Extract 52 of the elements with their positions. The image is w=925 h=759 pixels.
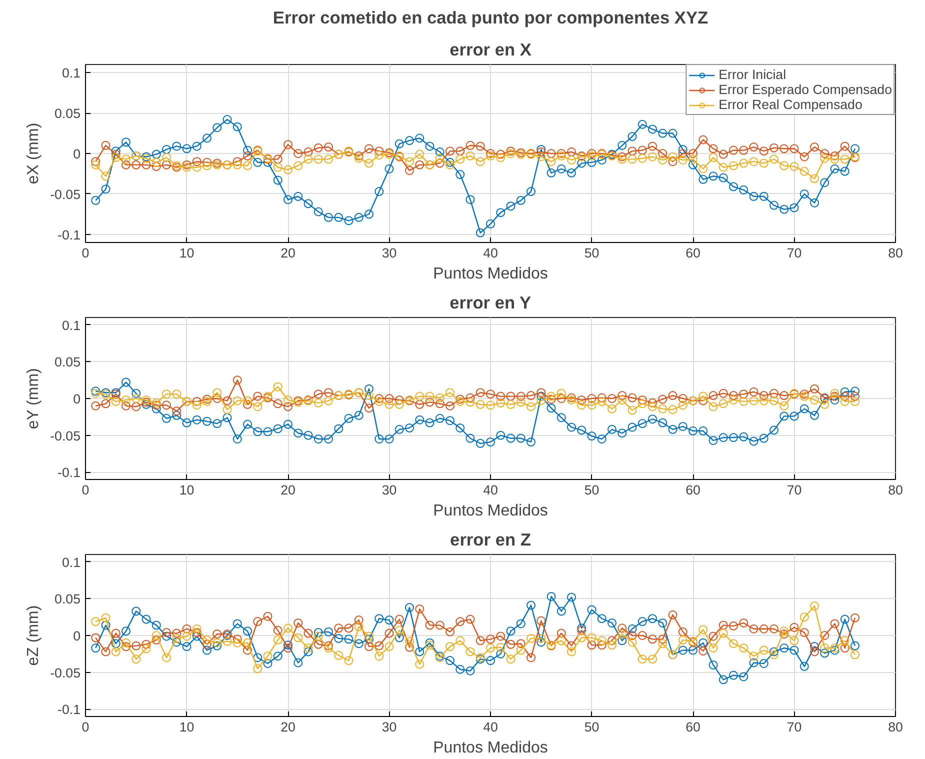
x-tick-label: 10 bbox=[179, 720, 194, 734]
x-axis-title: Puntos Medidos bbox=[433, 740, 548, 756]
y-tick-label: 0.1 bbox=[62, 318, 81, 333]
x-tick-label: 20 bbox=[280, 246, 296, 260]
x-tick-label: 30 bbox=[382, 482, 397, 498]
y-axis-title: eX (mm) bbox=[25, 122, 42, 184]
x-tick-label: 20 bbox=[280, 720, 296, 734]
x-tick-label: 50 bbox=[584, 482, 600, 498]
x-tick-label: 30 bbox=[382, 246, 397, 260]
x-axis-title: Puntos Medidos bbox=[433, 502, 548, 520]
y-tick-label: -0.1 bbox=[58, 702, 80, 718]
legend-label: Error Inicial bbox=[718, 67, 786, 82]
x-tick-label: 70 bbox=[786, 246, 802, 260]
x-tick-label: 70 bbox=[786, 720, 802, 734]
x-tick-label: 20 bbox=[280, 482, 296, 498]
x-tick-label: 10 bbox=[179, 246, 194, 260]
chart-subtitle: error en X bbox=[450, 40, 532, 60]
y-axis-title: eZ (mm) bbox=[25, 605, 42, 666]
y-tick-label: -0.05 bbox=[50, 665, 81, 680]
x-tick-label: 50 bbox=[584, 720, 600, 734]
chart-title: error en Z bbox=[450, 530, 532, 550]
x-tick-label: 70 bbox=[786, 482, 802, 498]
x-tick-label: 60 bbox=[686, 720, 700, 734]
x-tick-label: 40 bbox=[483, 246, 498, 260]
y-tick-label: 0 bbox=[73, 628, 81, 644]
x-tick-label: 40 bbox=[483, 482, 498, 498]
y-tick-label: 0 bbox=[73, 146, 81, 162]
y-tick-label: -0.05 bbox=[50, 186, 81, 202]
x-tick-label: 40 bbox=[483, 720, 498, 734]
y-axis-title: eY (mm) bbox=[25, 368, 42, 430]
legend-label: Error Esperado Compensado bbox=[718, 82, 892, 97]
x-tick-label: 60 bbox=[686, 246, 700, 260]
x-tick-label: 80 bbox=[888, 246, 903, 260]
y-tick-label: 0.05 bbox=[54, 354, 81, 370]
legend-label: Error Real Compensado bbox=[718, 97, 862, 112]
y-tick-label: 0.1 bbox=[62, 66, 81, 81]
x-tick-label: 60 bbox=[686, 482, 700, 498]
x-tick-label: 10 bbox=[179, 482, 194, 498]
y-tick-label: 0.1 bbox=[62, 554, 81, 570]
y-tick-label: -0.1 bbox=[58, 465, 80, 480]
x-tick-label: 50 bbox=[584, 246, 600, 260]
y-tick-label: -0.05 bbox=[50, 428, 81, 444]
x-tick-label: 80 bbox=[888, 482, 903, 498]
y-tick-label: 0.05 bbox=[54, 106, 81, 122]
chart-title: Error cometido en cada punto por componentes XYZ bbox=[272, 8, 709, 28]
y-tick-label: 0 bbox=[73, 392, 81, 406]
x-tick-label: 80 bbox=[888, 720, 903, 734]
y-tick-label: 0.05 bbox=[54, 592, 81, 607]
x-axis-title: Puntos Medidos bbox=[433, 266, 548, 282]
y-tick-label: -0.1 bbox=[58, 227, 80, 242]
x-tick-label: 30 bbox=[382, 720, 397, 734]
chart-title: error en Y bbox=[450, 292, 532, 312]
